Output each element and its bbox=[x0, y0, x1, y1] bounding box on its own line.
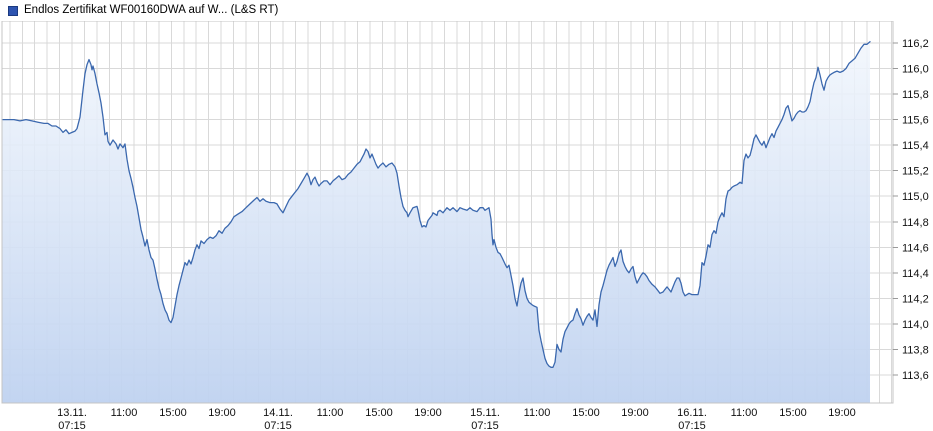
x-tick-label: 11:00 bbox=[731, 407, 758, 419]
x-tick-label: 15:00 bbox=[779, 407, 807, 419]
y-tick-label: 115,0 bbox=[902, 191, 929, 203]
y-tick-label: 113,8 bbox=[902, 344, 929, 356]
y-tick-label: 115,6 bbox=[902, 115, 929, 127]
x-tick-label: 15:00 bbox=[159, 407, 187, 419]
plot-border bbox=[1, 20, 894, 404]
x-tick-label: 15.11. bbox=[470, 407, 500, 419]
x-tick-label: 15:00 bbox=[365, 407, 393, 419]
y-tick-label: 116,2 bbox=[902, 38, 929, 50]
y-axis: 116,2 116,0 115,8 115,6 115,4 115,2 115,0 114,8… bbox=[893, 38, 929, 382]
x-tick-label: 07:15 bbox=[58, 420, 86, 431]
area-fill bbox=[2, 41, 870, 403]
y-tick-label: 114,4 bbox=[902, 268, 929, 280]
x-tick-label: 07:15 bbox=[471, 420, 499, 431]
y-tick-label: 116,0 bbox=[902, 64, 929, 76]
x-tick-label: 19:00 bbox=[414, 407, 442, 419]
y-tick-label: 114,0 bbox=[902, 319, 929, 331]
x-tick-label: 11:00 bbox=[111, 407, 138, 419]
x-tick-label: 07:15 bbox=[678, 420, 706, 431]
y-tick-label: 115,8 bbox=[902, 89, 929, 101]
x-tick-label: 07:15 bbox=[264, 420, 292, 431]
x-tick-label: 19:00 bbox=[828, 407, 856, 419]
x-tick-label: 16.11. bbox=[677, 407, 707, 419]
x-tick-label: 11:00 bbox=[317, 407, 344, 419]
chart-title: Endlos Zertifikat WF00160DWA auf W... (L… bbox=[24, 4, 279, 16]
y-tick-label: 114,8 bbox=[902, 217, 929, 229]
series-color-swatch bbox=[8, 6, 18, 16]
x-tick-label: 11:00 bbox=[524, 407, 551, 419]
x-tick-label: 14.11. bbox=[263, 407, 293, 419]
y-tick-label: 113,6 bbox=[902, 370, 929, 382]
x-tick-label: 13.11. bbox=[57, 407, 87, 419]
price-line bbox=[1, 41, 871, 368]
x-tick-label: 19:00 bbox=[208, 407, 236, 419]
y-tick-label: 115,2 bbox=[902, 166, 929, 178]
x-tick-label: 19:00 bbox=[621, 407, 649, 419]
y-tick-label: 114,2 bbox=[902, 293, 929, 305]
chart-legend: Endlos Zertifikat WF00160DWA auf W... (L… bbox=[0, 0, 933, 21]
y-tick-label: 115,4 bbox=[902, 140, 929, 152]
x-tick-label: 15:00 bbox=[572, 407, 600, 419]
y-tick-label: 114,6 bbox=[902, 242, 929, 254]
